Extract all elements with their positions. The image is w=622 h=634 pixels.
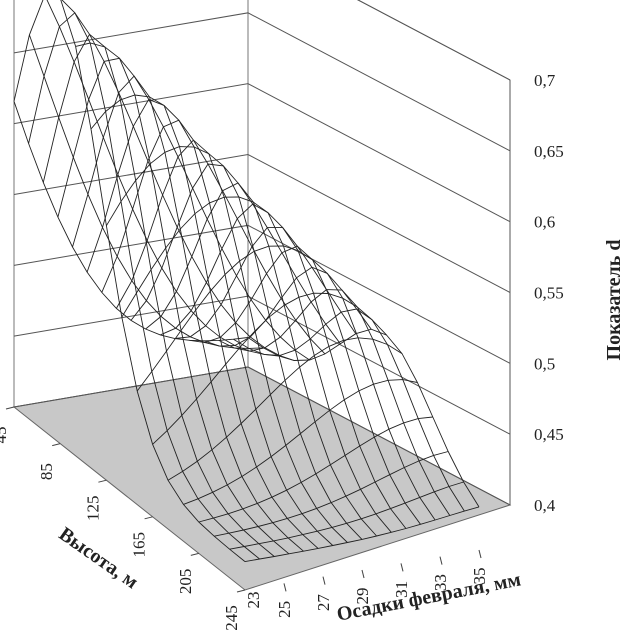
x-tick-label: 25 bbox=[275, 601, 294, 618]
x-tick-mark bbox=[478, 549, 482, 559]
y-tick-label: 165 bbox=[130, 532, 149, 558]
x-axis-ticks: 25 27 29 31 33 35 23 bbox=[244, 549, 489, 618]
y-tick-label: 205 bbox=[176, 569, 195, 595]
z-tick-label: 0,55 bbox=[534, 284, 564, 303]
mesh-line-col bbox=[57, 57, 290, 555]
z-gridline bbox=[13, 295, 511, 435]
surface-mesh bbox=[13, 0, 480, 563]
mesh-line-col bbox=[86, 98, 319, 549]
x-tick-mark bbox=[439, 556, 443, 565]
z-tick-label: 0,7 bbox=[534, 71, 556, 90]
z-gridline bbox=[13, 153, 511, 293]
y-tick-mark bbox=[190, 552, 199, 556]
y-tick-mark bbox=[5, 406, 15, 410]
mesh-line-col bbox=[42, 33, 275, 557]
x-tick-mark bbox=[361, 569, 365, 579]
z-gridlines bbox=[13, 0, 511, 506]
mesh-line-col bbox=[233, 308, 465, 512]
mesh-line-col bbox=[218, 289, 451, 516]
z-gridline bbox=[357, 0, 511, 81]
y-tick-mark bbox=[98, 479, 107, 483]
x-tick-label: 27 bbox=[314, 594, 333, 612]
y-tick-mark bbox=[236, 589, 246, 593]
mesh-line-col bbox=[174, 227, 407, 529]
x-tick-label: 29 bbox=[353, 588, 372, 605]
x-tick-label: 33 bbox=[431, 574, 450, 591]
z-gridline bbox=[13, 366, 511, 506]
x-tick-label-first: 23 bbox=[244, 592, 263, 609]
x-tick-mark bbox=[400, 563, 404, 572]
back-walls bbox=[13, 0, 511, 506]
y-tick-mark bbox=[52, 443, 61, 447]
z-gridline bbox=[13, 224, 511, 364]
x-tick-mark bbox=[283, 583, 287, 592]
mesh-line-col bbox=[203, 266, 436, 521]
y-tick-mark bbox=[144, 516, 153, 520]
x-tick-label: 35 bbox=[470, 568, 489, 585]
y-tick-label: 85 bbox=[37, 463, 56, 480]
mesh-line-col bbox=[189, 245, 421, 525]
z-axis-title: Показатель d bbox=[603, 240, 622, 361]
mesh-line-col bbox=[101, 119, 334, 546]
z-axis-ticks: 0,4 0,45 0,5 0,55 0,6 0,65 0,7 bbox=[534, 71, 564, 515]
y-tick-label: 245 bbox=[222, 605, 241, 631]
y-tick-label: 125 bbox=[83, 495, 102, 521]
z-tick-label: 0,4 bbox=[534, 496, 556, 515]
mesh-line-col bbox=[247, 328, 480, 508]
x-tick-label: 31 bbox=[392, 581, 411, 598]
z-tick-label: 0,5 bbox=[534, 354, 555, 373]
x-tick-mark bbox=[322, 576, 326, 585]
mesh-line-col bbox=[28, 12, 260, 560]
mesh-line-col bbox=[72, 75, 304, 552]
y-axis-ticks: 45 85 125 165 205 245 bbox=[0, 406, 246, 631]
z-tick-label: 0,65 bbox=[534, 142, 564, 161]
mesh-line-col bbox=[130, 163, 363, 540]
z-tick-label: 0,45 bbox=[534, 425, 564, 444]
mesh-line-col bbox=[145, 182, 377, 537]
mesh-line-col bbox=[13, 0, 246, 562]
z-gridline bbox=[13, 83, 511, 223]
mesh-line-col bbox=[160, 203, 392, 533]
z-tick-label: 0,6 bbox=[534, 213, 555, 232]
y-tick-label: 45 bbox=[0, 427, 10, 444]
